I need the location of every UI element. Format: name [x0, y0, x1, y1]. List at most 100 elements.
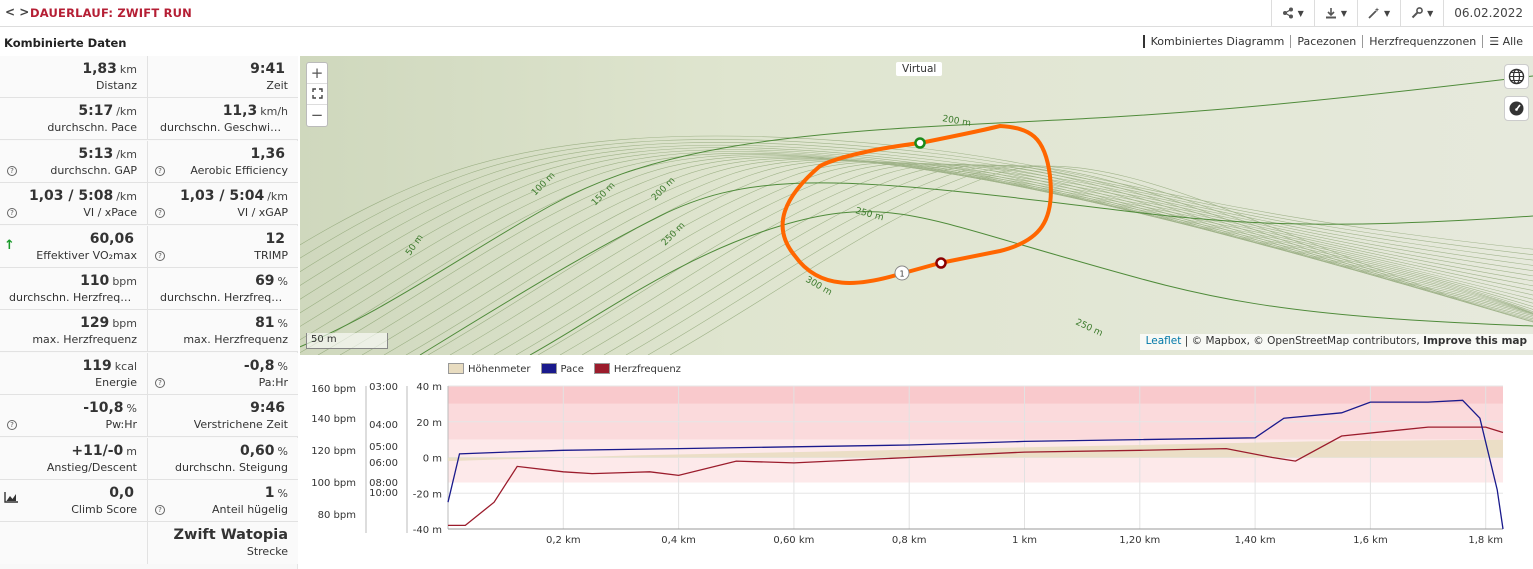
stat-cell: 129 bpm max. Herzfrequenz — [0, 310, 148, 353]
stat-value: 1,36 — [250, 145, 285, 162]
contour-line — [383, 158, 1533, 355]
leaflet-link[interactable]: Leaflet — [1145, 335, 1182, 347]
stats-grid: 1,83 km Distanz 9:41 Zeit 5:17/km durchschn. P… — [0, 56, 298, 569]
help-icon[interactable]: ? — [155, 208, 165, 219]
route-map[interactable]: 50 m 100 m 150 m 200 m 250 m 250 m 200 m… — [300, 56, 1533, 355]
stat-cell: 1,03 / 5:04/km? VI / xGAP — [148, 183, 298, 226]
stat-label: durchschn. GAP — [50, 163, 137, 177]
hr-tick-label: 100 bpm — [311, 478, 356, 489]
stat-value: 5:17/km — [78, 103, 137, 120]
series-elevation-area — [448, 439, 1503, 462]
stat-label: Zeit — [266, 79, 288, 92]
toolbar: ▼ ▼ ▼ ▼ 06.02.2022 — [1270, 0, 1533, 26]
contour-lines — [300, 135, 1533, 355]
legend-item-pace[interactable]: Pace — [540, 363, 584, 375]
stat-unit: m — [126, 444, 137, 458]
help-icon[interactable]: ? — [155, 165, 165, 176]
tab-pace-zones[interactable]: Pacezonen — [1290, 35, 1362, 48]
tab-all[interactable]: ☰ Alle — [1482, 35, 1529, 48]
elevation-tick-label: -40 m — [413, 525, 442, 536]
map-canvas[interactable]: 50 m 100 m 150 m 200 m 250 m 250 m 200 m… — [300, 56, 1533, 355]
share-button[interactable]: ▼ — [1270, 0, 1314, 26]
empty-cell — [0, 522, 148, 565]
download-icon — [1325, 8, 1336, 19]
map-layers-button[interactable] — [1504, 64, 1529, 89]
stat-cell: -10,8%? Pw:Hr — [0, 395, 148, 438]
contour-line — [603, 164, 1533, 355]
combined-chart[interactable]: 0,2 km 0,4 km 0,60 km 0,8 km 1 km 1,20 km 1,40… — [300, 378, 1533, 548]
stat-value: 9:41 — [250, 61, 285, 77]
legend-item-elevation[interactable]: Höhenmeter — [448, 363, 531, 375]
stat-value: 129 bpm — [80, 315, 137, 332]
view-tabs: Kombiniertes Diagramm Pacezonen Herzfreq… — [1142, 35, 1529, 48]
back-arrow-icon[interactable]: < — [5, 5, 16, 19]
download-button[interactable]: ▼ — [1313, 0, 1357, 26]
lap-marker[interactable] — [894, 265, 910, 281]
hr-zone-high — [448, 386, 1503, 404]
map-attribution: Leaflet | © Mapbox, © OpenStreetMap cont… — [1139, 334, 1533, 350]
stat-cell: 119 kcal Energie — [0, 352, 148, 395]
map-dashboard-button[interactable] — [1504, 96, 1529, 121]
stat-value: 9:46 — [250, 400, 285, 417]
stat-unit: bpm — [112, 275, 137, 288]
help-icon[interactable]: ? — [7, 165, 17, 176]
improve-map-link[interactable]: Improve this map — [1423, 335, 1527, 347]
start-marker[interactable] — [914, 137, 926, 149]
series-hr-line — [448, 426, 1504, 527]
hr-tick-label: 120 bpm — [311, 446, 356, 457]
virtual-tag: Virtual — [896, 62, 943, 76]
stat-label: durchschn. Geschwin… — [160, 121, 288, 135]
stat-value: 1% — [264, 485, 288, 501]
stat-value: 0,60% — [240, 442, 288, 459]
tab-combined-chart[interactable]: Kombiniertes Diagramm — [1142, 35, 1291, 48]
help-icon[interactable]: ? — [7, 420, 17, 431]
help-icon[interactable]: ? — [155, 377, 165, 388]
nav-arrows[interactable]: < > — [5, 5, 29, 19]
stat-label: VI / xPace — [83, 206, 137, 220]
stat-cell: 12? TRIMP — [148, 225, 298, 268]
stat-value: 1,03 / 5:04/km — [179, 188, 288, 205]
contour-line — [300, 139, 1533, 259]
stat-label: Pw:Hr — [105, 418, 137, 432]
contour-label: 200 m — [941, 114, 971, 129]
attribution-text: | © Mapbox, © OpenStreetMap contributors… — [1181, 335, 1424, 347]
contour-line — [300, 144, 1533, 286]
stat-unit: /km — [116, 147, 137, 161]
zoom-in-button[interactable]: + — [307, 63, 327, 84]
stat-value: 1,83 km — [82, 61, 137, 77]
end-marker[interactable] — [935, 257, 947, 269]
zoom-out-button[interactable]: − — [310, 106, 324, 124]
help-icon[interactable]: ? — [7, 208, 17, 219]
stat-label: Effektiver VO₂max — [36, 248, 137, 262]
contour-line — [427, 160, 1533, 355]
x-tick-label: 1,40 km — [1235, 535, 1276, 546]
magic-button[interactable]: ▼ — [1356, 0, 1400, 26]
stat-value: 60,06 — [89, 230, 134, 247]
legend-item-hr[interactable]: Herzfrequenz — [593, 363, 681, 375]
stat-cell: 1,03 / 5:08/km? VI / xPace — [0, 183, 148, 226]
help-icon[interactable]: ? — [155, 250, 165, 261]
stat-label: max. Herzfrequenz — [183, 333, 288, 347]
help-icon[interactable]: ? — [155, 505, 165, 515]
forward-arrow-icon[interactable]: > — [19, 5, 30, 19]
activity-title: DAUERLAUF: ZWIFT RUN — [30, 6, 193, 20]
stat-label: Verstrichene Zeit — [193, 418, 288, 432]
contour-line — [405, 159, 1533, 355]
stat-cell: 5:13/km? durchschn. GAP — [0, 140, 148, 183]
stat-label: VI / xGAP — [237, 206, 288, 220]
mountain-chart-icon — [4, 492, 18, 507]
lap-marker-label: 1 — [899, 270, 904, 279]
arrow-up-icon: ↑ — [4, 237, 15, 253]
stat-label: durchschn. Pace — [47, 121, 137, 135]
stat-label: Anteil hügelig — [212, 503, 288, 516]
terrain-background — [300, 56, 1533, 355]
contour-line — [515, 162, 1533, 355]
fullscreen-button[interactable] — [307, 84, 327, 105]
settings-button[interactable]: ▼ — [1400, 0, 1443, 26]
stat-unit: % — [277, 359, 288, 373]
stat-cell: 110 bpm durchschn. Herzfrequ… — [0, 268, 148, 310]
stat-label: max. Herzfrequenz — [32, 333, 137, 347]
stat-unit: % — [126, 402, 137, 416]
series-pace-line — [447, 399, 1504, 530]
tab-hr-zones[interactable]: Herzfrequenzzonen — [1362, 35, 1482, 48]
